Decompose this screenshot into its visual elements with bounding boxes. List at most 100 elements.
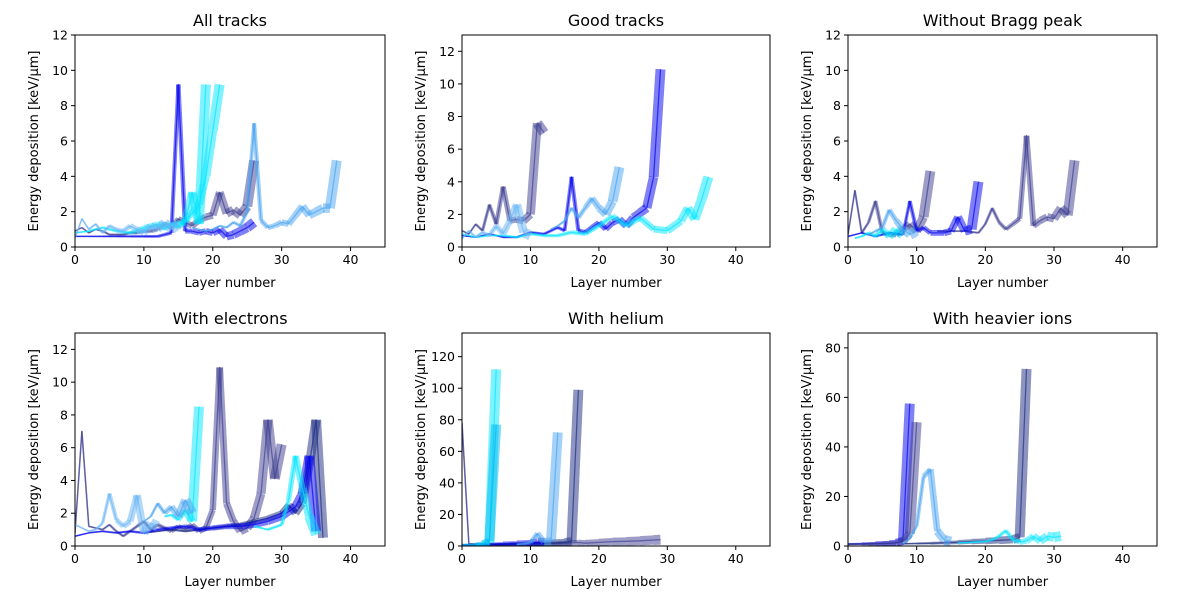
y-tick-label: 8	[60, 98, 68, 113]
y-tick-label: 60	[439, 444, 455, 459]
series-segment	[462, 422, 470, 544]
x-tick-label: 20	[205, 551, 221, 566]
x-tick-label: 30	[1046, 551, 1062, 566]
series-segment	[239, 521, 255, 530]
series-segment	[536, 537, 545, 546]
x-tick-label: 40	[343, 551, 359, 566]
series-2	[462, 175, 714, 239]
series-segment	[1014, 368, 1032, 538]
series-segment	[94, 223, 104, 234]
series-segment	[665, 217, 684, 234]
series-5	[143, 497, 197, 523]
series-segment	[578, 539, 586, 546]
series-segment	[893, 218, 906, 232]
x-tick-label: 30	[274, 551, 290, 566]
series-segment	[530, 232, 545, 238]
series-segment	[971, 540, 986, 544]
y-tick-label: 8	[447, 109, 455, 124]
series-segment	[854, 235, 862, 240]
series-group	[75, 83, 342, 241]
series-6	[75, 492, 160, 536]
series-segment	[149, 222, 160, 233]
series-0	[462, 120, 549, 235]
x-tick-label: 20	[205, 252, 221, 267]
series-segment	[121, 519, 132, 529]
x-tick-label: 10	[909, 252, 925, 267]
series-segment	[481, 230, 491, 238]
series-segment	[500, 219, 513, 236]
series-segment	[533, 120, 549, 136]
series-segment	[88, 525, 96, 529]
panel-title: With helium	[568, 309, 664, 328]
y-tick-label: 4	[60, 473, 68, 488]
y-axis-label: Energy deposition [keV/µm]	[27, 349, 42, 530]
series-segment	[88, 530, 103, 534]
series-segment	[610, 213, 628, 229]
series-segment	[523, 541, 531, 546]
series-segment	[269, 443, 287, 480]
x-tick-label: 40	[728, 252, 744, 267]
x-tick-label: 30	[659, 252, 675, 267]
x-tick-label: 30	[1046, 252, 1062, 267]
y-tick-label: 6	[833, 134, 841, 149]
series-segment	[225, 221, 235, 229]
x-tick-label: 0	[71, 252, 79, 267]
series-segment	[195, 175, 210, 206]
series-segment	[304, 514, 321, 537]
series-segment	[990, 207, 1001, 223]
series-segment	[189, 202, 202, 216]
series-segment	[977, 223, 987, 234]
x-tick-label: 20	[977, 551, 993, 566]
y-axis-label: Energy deposition [keV/µm]	[800, 51, 815, 232]
series-segment	[114, 518, 125, 529]
series-segment	[133, 494, 148, 534]
series-segment	[1046, 531, 1055, 542]
series-segment	[238, 223, 250, 236]
series-segment	[108, 523, 118, 533]
series-segment	[212, 224, 221, 231]
series-segment	[475, 541, 483, 546]
series-segment	[88, 528, 96, 533]
series-segment	[696, 175, 714, 202]
series-segment	[298, 487, 314, 518]
series-segment	[860, 221, 870, 234]
series-segment	[462, 233, 476, 238]
series-segment	[589, 196, 602, 210]
series-segment	[94, 522, 104, 531]
series-segment	[966, 180, 984, 231]
x-tick-label: 30	[659, 551, 675, 566]
panel-5: 0 10 20 30 40 0 20 40 60 80 With heavier ions Layer…	[800, 309, 1158, 590]
series-segment	[1012, 537, 1021, 545]
series-segment	[908, 525, 918, 540]
series-segment	[238, 210, 249, 227]
y-tick-label: 8	[60, 407, 68, 422]
x-axis-label: Layer number	[570, 575, 662, 590]
series-segment	[1062, 159, 1080, 216]
series-segment	[893, 225, 906, 239]
series-segment	[1038, 213, 1049, 224]
series-segment	[543, 537, 552, 546]
series-segment	[191, 228, 200, 236]
series-segment	[630, 209, 643, 222]
series-segment	[279, 499, 291, 526]
series-5	[516, 432, 563, 546]
series-segment	[900, 226, 913, 238]
x-tick-label: 10	[522, 551, 538, 566]
series-segment	[550, 538, 565, 546]
series-segment	[198, 525, 214, 532]
x-tick-label: 30	[274, 252, 290, 267]
series-segment	[267, 523, 283, 531]
series-segment	[164, 513, 172, 518]
series-segment	[88, 223, 97, 231]
series-segment	[205, 228, 214, 233]
y-tick-label: 6	[447, 142, 455, 157]
panel-3: 0 10 20 30 40 0 2 4 6 8 10 12 With electrons Layer nu…	[27, 309, 386, 590]
series-segment	[848, 232, 862, 238]
series-segment	[566, 389, 584, 542]
panel-4: 0 10 20 30 40 0 20 40 60 80 100 120 With helium Layer…	[414, 309, 771, 590]
series-1	[848, 421, 922, 546]
series-segment	[954, 215, 969, 233]
series-segment	[184, 524, 200, 532]
y-tick-label: 10	[52, 375, 68, 390]
series-segment	[853, 190, 863, 234]
